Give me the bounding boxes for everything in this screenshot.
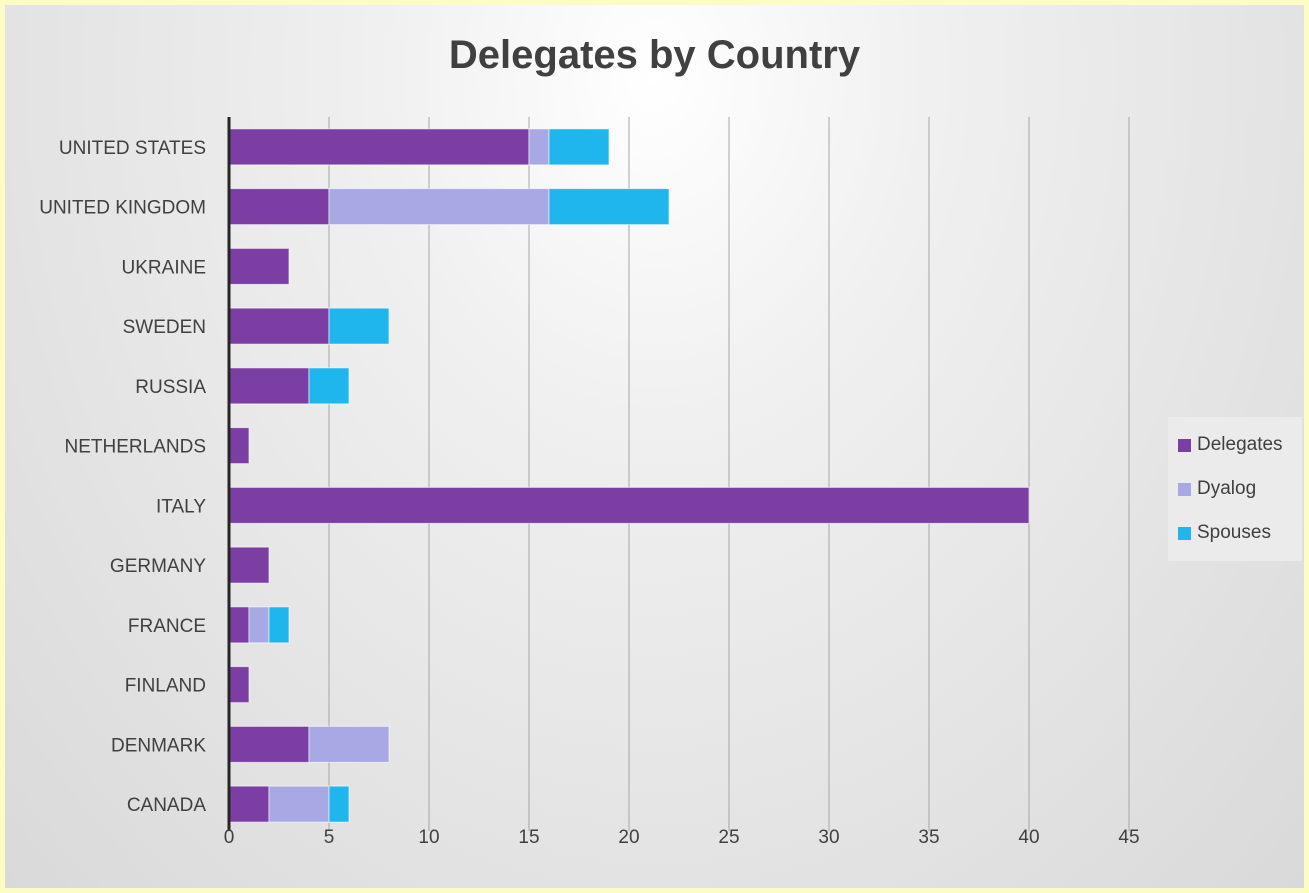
category-label: UNITED STATES bbox=[59, 138, 206, 159]
x-tick-label: 35 bbox=[918, 827, 939, 848]
bar-dyalog-united-states bbox=[528, 128, 550, 166]
bar-dyalog-france bbox=[248, 606, 270, 644]
bars bbox=[228, 128, 1030, 823]
category-label: RUSSIA bbox=[135, 377, 206, 398]
bar-delegates-italy bbox=[228, 486, 1030, 524]
bar-spouses-canada bbox=[328, 785, 350, 823]
bar-delegates-sweden bbox=[228, 307, 330, 345]
bar-dyalog-united-kingdom bbox=[328, 188, 550, 226]
category-label: ITALY bbox=[156, 496, 206, 517]
bar-spouses-united-kingdom bbox=[548, 188, 670, 226]
bar-delegates-united-states bbox=[228, 128, 530, 166]
legend-swatch bbox=[1178, 438, 1191, 452]
bar-delegates-canada bbox=[228, 785, 270, 823]
bar-delegates-denmark bbox=[228, 725, 310, 763]
bar-dyalog-canada bbox=[268, 785, 330, 823]
category-label: FINLAND bbox=[125, 676, 206, 697]
x-tick-label: 0 bbox=[224, 827, 235, 848]
chart-plot: UNITED STATES UNITED KINGDOM UKRAINE SWEDEN… bbox=[39, 117, 1140, 848]
legend-label: Delegates bbox=[1197, 434, 1283, 455]
gridlines bbox=[328, 117, 1130, 831]
bar-spouses-united-states bbox=[548, 128, 610, 166]
category-label: UKRAINE bbox=[122, 257, 206, 278]
x-tick-label: 45 bbox=[1118, 827, 1139, 848]
legend-item: Dyalog bbox=[1168, 467, 1302, 511]
bar-delegates-netherlands bbox=[228, 427, 250, 465]
category-label: FRANCE bbox=[128, 616, 206, 637]
x-tick-label: 20 bbox=[618, 827, 639, 848]
bar-delegates-germany bbox=[228, 546, 270, 584]
x-tick-label: 15 bbox=[518, 827, 539, 848]
x-tick-label: 30 bbox=[818, 827, 839, 848]
bar-spouses-sweden bbox=[328, 307, 390, 345]
bar-delegates-finland bbox=[228, 666, 250, 704]
bar-delegates-france bbox=[228, 606, 250, 644]
bar-dyalog-denmark bbox=[308, 725, 390, 763]
bar-delegates-united-kingdom bbox=[228, 188, 330, 226]
x-tick-label: 10 bbox=[418, 827, 439, 848]
x-tick-label: 25 bbox=[718, 827, 739, 848]
bar-spouses-france bbox=[268, 606, 290, 644]
chart-title: Delegates by Country bbox=[448, 33, 861, 77]
category-label: UNITED KINGDOM bbox=[39, 198, 206, 219]
legend: Delegates Dyalog Spouses bbox=[1168, 417, 1302, 561]
x-tick-label: 5 bbox=[324, 827, 335, 848]
category-label: NETHERLANDS bbox=[65, 437, 206, 458]
legend-swatch bbox=[1178, 482, 1191, 496]
legend-label: Spouses bbox=[1197, 522, 1271, 543]
legend-item: Spouses bbox=[1168, 511, 1302, 555]
bar-delegates-ukraine bbox=[228, 247, 290, 285]
legend-swatch bbox=[1178, 526, 1191, 540]
bar-delegates-russia bbox=[228, 367, 310, 405]
legend-label: Dyalog bbox=[1197, 478, 1257, 499]
x-tick-label: 40 bbox=[1018, 827, 1039, 848]
legend-item: Delegates bbox=[1168, 423, 1302, 467]
category-label: GERMANY bbox=[110, 556, 206, 577]
bar-spouses-russia bbox=[308, 367, 350, 405]
chart-area: Delegates by Country UNITED STATES UNITED… bbox=[5, 5, 1304, 888]
category-label: CANADA bbox=[127, 795, 207, 816]
category-label: SWEDEN bbox=[123, 317, 206, 338]
category-label: DENMARK bbox=[111, 735, 206, 756]
